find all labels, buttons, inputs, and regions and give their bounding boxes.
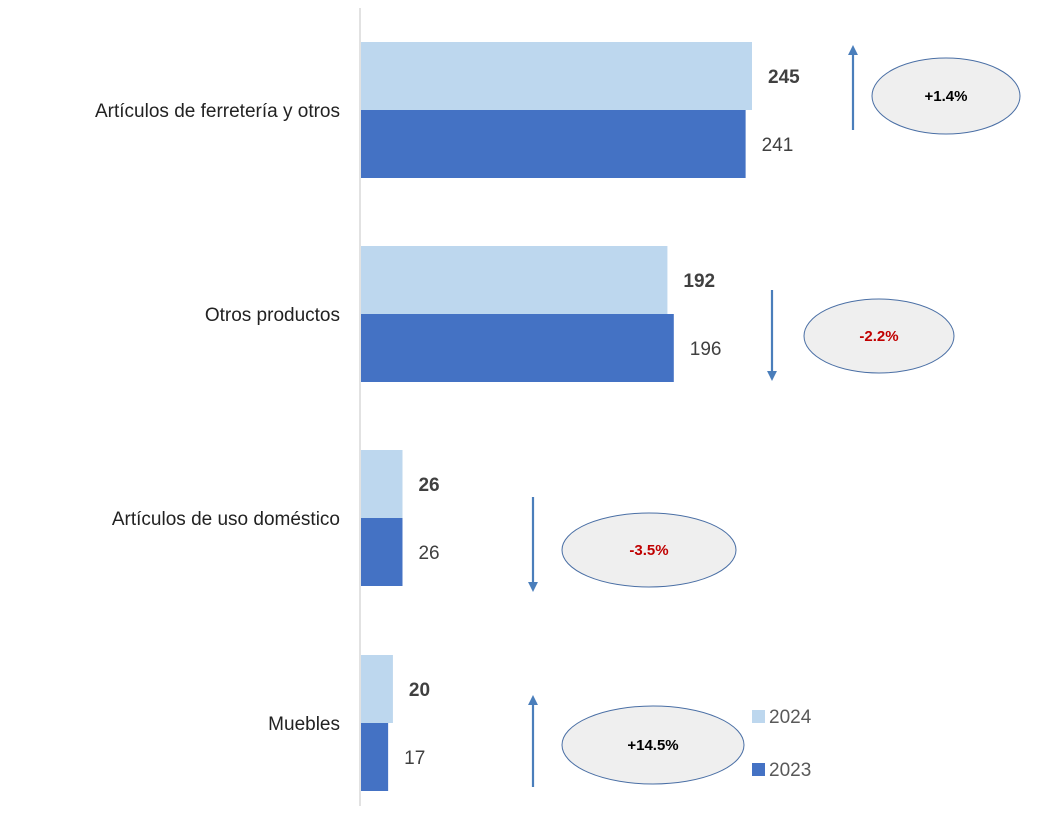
bar-2024 bbox=[361, 246, 668, 314]
category-label: Otros productos bbox=[205, 305, 340, 326]
bar-2023 bbox=[361, 518, 403, 586]
data-label-2023: 17 bbox=[404, 748, 425, 769]
legend-swatch-2024 bbox=[752, 710, 765, 723]
bar-2024 bbox=[361, 42, 752, 110]
data-label-2023: 241 bbox=[762, 135, 794, 156]
labels-layer: Artículos de ferretería y otros 245 241 Otr… bbox=[95, 67, 800, 769]
change-bubble bbox=[561, 512, 737, 588]
data-label-2024: 26 bbox=[418, 475, 439, 496]
bar-2024 bbox=[361, 655, 393, 723]
bar-2024 bbox=[361, 450, 403, 518]
change-bubble bbox=[561, 705, 745, 785]
data-label-2024: 245 bbox=[768, 67, 800, 88]
data-label-2023: 196 bbox=[690, 339, 722, 360]
data-label-2023: 26 bbox=[418, 543, 439, 564]
data-label-2024: 192 bbox=[683, 271, 715, 292]
change-percent-label: -2.2% bbox=[859, 328, 898, 345]
change-percent-label: -3.5% bbox=[629, 542, 668, 559]
bars-layer bbox=[361, 42, 752, 791]
legend: 2024 2023 bbox=[752, 707, 812, 781]
category-label: Artículos de uso doméstico bbox=[112, 509, 340, 530]
legend-label-2024: 2024 bbox=[769, 707, 812, 728]
bar-2023 bbox=[361, 314, 674, 382]
change-percent-label: +14.5% bbox=[627, 737, 678, 754]
bar-2023 bbox=[361, 723, 389, 791]
category-label: Muebles bbox=[268, 714, 340, 735]
data-label-2024: 20 bbox=[409, 680, 430, 701]
change-percent-label: +1.4% bbox=[925, 88, 968, 105]
legend-swatch-2023 bbox=[752, 763, 765, 776]
change-indicators: +1.4% -2.2% -3.5% +14.5% bbox=[528, 45, 1021, 787]
bar-2023 bbox=[361, 110, 746, 178]
change-bubble bbox=[871, 57, 1021, 135]
legend-label-2023: 2023 bbox=[769, 760, 811, 781]
change-bubble bbox=[803, 298, 955, 374]
category-label: Artículos de ferretería y otros bbox=[95, 101, 340, 122]
